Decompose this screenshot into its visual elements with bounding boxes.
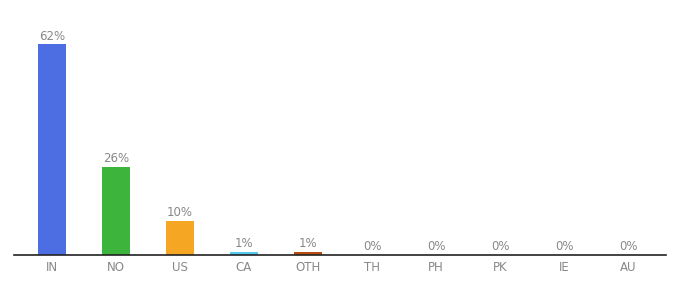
Text: 0%: 0% [555, 240, 573, 253]
Text: 0%: 0% [491, 240, 509, 253]
Text: 0%: 0% [362, 240, 381, 253]
Bar [101, 167, 131, 255]
Text: 10%: 10% [167, 206, 193, 219]
Text: 62%: 62% [39, 30, 65, 43]
Bar [166, 221, 194, 255]
Text: 1%: 1% [299, 237, 318, 250]
Bar [294, 252, 322, 255]
Bar [230, 252, 258, 255]
Text: 0%: 0% [619, 240, 637, 253]
Bar [37, 44, 67, 255]
Text: 26%: 26% [103, 152, 129, 165]
Text: 1%: 1% [235, 237, 254, 250]
Text: 0%: 0% [427, 240, 445, 253]
